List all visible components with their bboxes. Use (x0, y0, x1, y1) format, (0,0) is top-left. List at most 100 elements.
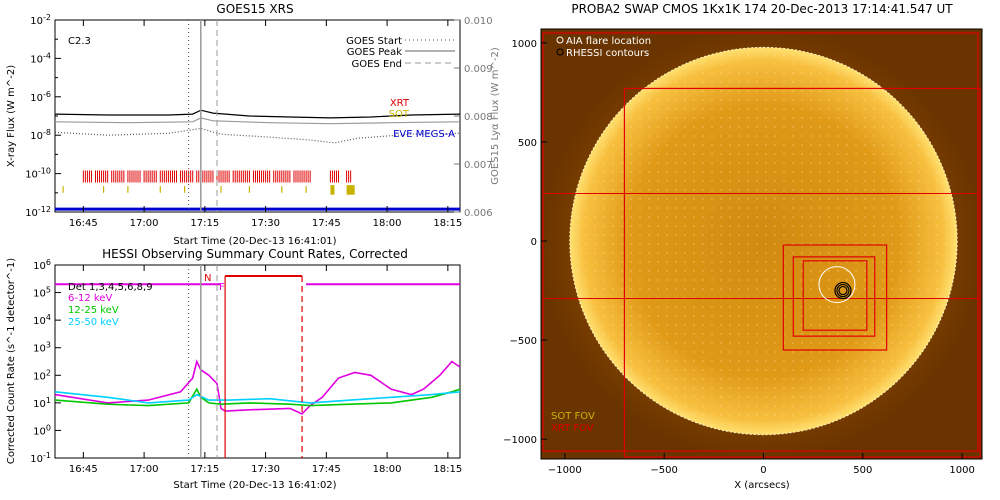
goes-y-ticks: 10-12 10-10 10-8 10-6 10-4 10-2 (25, 13, 61, 219)
goes-panel: GOES15 XRS 16:45 17:00 17:15 17:30 17:45 18:0… (6, 2, 501, 247)
hessi-x-tick-label: 18:15 (433, 464, 462, 475)
hessi-y-tick-label: 101 (33, 396, 51, 410)
hessi-series-1 (54, 387, 461, 407)
solar-limb (569, 46, 958, 436)
hessi-y-label: Corrected Count Rate (s^-1 detector^-1) (6, 258, 17, 464)
goes-y2-tick-label: 0.007 (464, 160, 493, 171)
swap-y-tick-label: 1000 (512, 39, 537, 50)
legend-6-12kev: 6-12 keV (68, 293, 112, 304)
swap-y-tick-label: 0 (531, 237, 537, 248)
goes-y2-ticks: 0.006 0.007 0.008 0.009 0.010 (454, 16, 493, 219)
goes-y2-label: GOES15 Lyα Flux (W m^-2) (490, 47, 501, 185)
sot-label: SOT (389, 109, 410, 120)
goes-event-lines (188, 20, 218, 212)
fov-box-3 (792, 256, 876, 337)
xrt-fov-label: XRT FOV (551, 423, 594, 434)
swap-y-tick-label: −1000 (503, 435, 537, 446)
goes-x-tick-label: 18:15 (433, 218, 462, 229)
flare-class-label: C2.3 (68, 36, 91, 47)
goes-y-tick-label: 10-4 (30, 51, 51, 65)
goes-y2-tick-label: 0.009 (464, 64, 493, 75)
goes-y-tick-label: 10-12 (25, 205, 51, 219)
hessi-y-ticks: 10-1 100 101 102 103 104 105 106 (30, 258, 61, 465)
sot-obs-block-1 (346, 185, 355, 195)
swap-x-tick-label: 500 (853, 465, 872, 476)
legend-aia-label: AIA flare location (566, 36, 651, 47)
hessi-legend: Det 1,3,4,5,6,8,9 6-12 keV 12-25 keV 25-… (68, 282, 153, 328)
goes-x-tick-label: 16:45 (69, 218, 98, 229)
fov-box-4 (802, 260, 868, 331)
rhessi-contour-1 (836, 283, 850, 298)
swap-x-ticks: −1000 −500 0 500 1000 (548, 453, 975, 476)
hessi-y-tick-label: 100 (33, 423, 51, 437)
goes-instrument-bars (55, 170, 460, 211)
solar-grid (569, 47, 958, 435)
hessi-series (54, 275, 461, 415)
flare-markers (818, 266, 856, 304)
hessi-x-ticks: 16:45 17:00 17:15 17:30 17:45 18:00 18:15 (69, 265, 462, 475)
sot-fov-label: SOT FOV (551, 411, 595, 422)
hessi-y-tick-label: 10-1 (30, 451, 51, 465)
swap-title: PROBA2 SWAP CMOS 1Kx1K 174 20-Dec-2013 1… (571, 2, 953, 16)
flag-n: N (204, 273, 211, 284)
goes-x-label: Start Time (20-Dec-13 16:41:01) (173, 236, 336, 247)
legend-aia-marker (556, 36, 564, 44)
hessi-series-2 (54, 391, 461, 404)
goes-series-2 (54, 127, 461, 144)
goes-y-tick-label: 10-2 (30, 13, 51, 27)
goes-title: GOES15 XRS (216, 2, 293, 16)
goes-y2-tick-label: 0.010 (464, 16, 493, 27)
goes-y-label: X-ray Flux (W m^-2) (6, 65, 17, 167)
goes-y-tick-label: 10-6 (30, 90, 51, 104)
hessi-y-tick-label: 105 (33, 286, 51, 300)
goes-series-0 (54, 109, 461, 119)
hessi-x-tick-label: 17:15 (190, 464, 219, 475)
goes-y-tick-label: 10-10 (25, 167, 51, 181)
hessi-panel: HESSI Observing Summary Count Rates, Cor… (6, 247, 462, 491)
goes-y2-tick-label: 0.006 (464, 208, 493, 219)
hessi-event-lines (188, 265, 303, 458)
hessi-y-tick-label: 104 (33, 313, 51, 327)
swap-x-tick-label: 0 (760, 465, 766, 476)
swap-y-tick-label: 500 (518, 138, 537, 149)
swap-x-label: X (arcsecs) (734, 480, 790, 491)
legend-rhessi-label: RHESSI contours (566, 48, 649, 59)
legend-12-25kev: 12-25 keV (68, 305, 119, 316)
hessi-y-tick-label: 102 (33, 368, 51, 382)
hessi-x-tick-label: 16:45 (69, 464, 98, 475)
goes-y-tick-label: 10-8 (30, 128, 51, 142)
xrt-label: XRT (390, 98, 410, 109)
hessi-plot-frame (54, 264, 461, 459)
flag-f: F (219, 282, 225, 293)
rhessi-contour-2 (834, 281, 852, 300)
goes-x-tick-label: 17:45 (312, 218, 341, 229)
aia-flare-marker (818, 266, 856, 304)
legend-25-50kev: 25-50 keV (68, 317, 119, 328)
hessi-x-tick-label: 17:45 (312, 464, 341, 475)
fov-boxes (542, 32, 981, 458)
goes-legend: GOES Start GOES Peak GOES End (346, 36, 455, 70)
legend-goes-peak: GOES Peak (347, 47, 402, 58)
hessi-series-0 (54, 359, 461, 415)
fov-box-0 (542, 32, 979, 452)
goes-x-tick-label: 17:00 (130, 218, 159, 229)
swap-plot-frame (540, 28, 983, 460)
legend-rhessi-marker (556, 48, 564, 56)
hessi-x-tick-label: 18:00 (373, 464, 402, 475)
legend-goes-start: GOES Start (346, 36, 402, 47)
hessi-x-tick-label: 17:00 (130, 464, 159, 475)
swap-y-ticks: −1000 −500 0 500 1000 (503, 39, 547, 446)
hessi-x-label: Start Time (20-Dec-13 16:41:02) (173, 480, 336, 491)
goes-x-tick-label: 18:00 (373, 218, 402, 229)
fov-box-2 (782, 244, 888, 351)
swap-x-tick-label: −1000 (548, 465, 582, 476)
legend-detectors: Det 1,3,4,5,6,8,9 (68, 282, 153, 293)
goes-series-1 (54, 117, 461, 125)
swap-legend: AIA flare location RHESSI contours (556, 36, 651, 59)
goes-series (54, 109, 461, 144)
fov-box-1 (623, 87, 981, 458)
goes-x-ticks: 16:45 17:00 17:15 17:30 17:45 18:00 18:15 (69, 20, 462, 229)
sot-obs-block-0 (330, 185, 335, 195)
eve-label: EVE MEGS-A (393, 129, 455, 140)
